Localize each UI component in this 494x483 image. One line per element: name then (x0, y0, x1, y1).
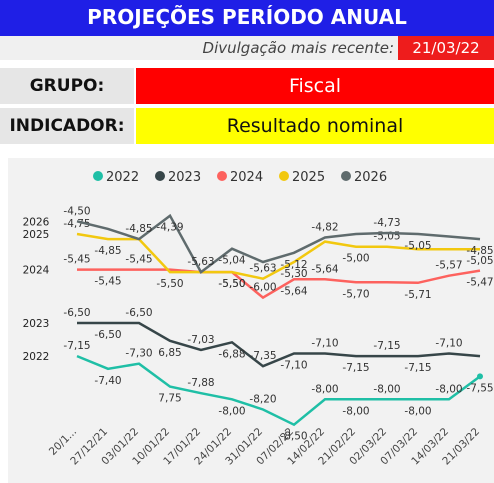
data-label: -4,73 (373, 217, 400, 229)
data-label: -8,00 (373, 383, 400, 395)
data-label: -5,70 (342, 288, 369, 300)
data-label: -5,50 (218, 278, 245, 290)
legend-marker (217, 171, 227, 181)
series-line (77, 268, 481, 300)
data-label: -5,05 (466, 255, 493, 267)
series-name-label: 2025 (23, 229, 50, 241)
indicator-label: INDICADOR: (0, 108, 134, 144)
data-label: -8,00 (311, 383, 338, 395)
data-label: -8,00 (404, 405, 431, 417)
group-label: GRUPO: (0, 68, 134, 104)
data-label: -7,30 (125, 348, 152, 360)
data-label: -4,85 (466, 245, 493, 257)
data-label: -5,47 (466, 277, 493, 289)
data-label: -7,03 (187, 334, 214, 346)
published-label: Divulgação mais recente: (202, 39, 394, 57)
data-label: -5,50 (218, 278, 245, 290)
data-label: -5,50 (156, 278, 183, 290)
data-label: -8,00 (342, 405, 369, 417)
group-value[interactable]: Fiscal (136, 68, 494, 104)
data-label: -5,45 (94, 276, 121, 288)
data-label: -8,00 (218, 405, 245, 417)
legend-label: 2022 (106, 170, 139, 185)
data-label: -4,85 (94, 245, 121, 257)
data-label: -4,82 (311, 222, 338, 234)
published-date: 21/03/22 (398, 36, 494, 60)
data-label: -7,88 (187, 377, 214, 389)
data-label: -5,00 (342, 253, 369, 265)
series-line (76, 213, 481, 274)
series-line (76, 232, 480, 281)
data-label: -5,45 (63, 254, 90, 266)
series-name-label: 2026 (23, 216, 50, 228)
data-label: -6,50 (94, 329, 121, 341)
series-name-label: 2022 (23, 351, 50, 363)
data-label: -8,50 (280, 431, 307, 443)
data-label: -5,05 (404, 240, 431, 252)
data-label: -6,50 (63, 307, 90, 319)
series-line (77, 321, 481, 368)
legend-marker (341, 171, 351, 181)
legend-label: 2024 (230, 170, 263, 185)
data-label: -7,35 (249, 350, 276, 362)
series-name-label: 2024 (23, 265, 50, 277)
data-label: -7,15 (373, 340, 400, 352)
series-line (76, 354, 481, 427)
data-label: -5,30 (280, 268, 307, 280)
publication-bar: Divulgação mais recente: 21/03/22 (0, 36, 494, 60)
data-label: -7,55 (466, 382, 493, 394)
data-label: -6,88 (218, 348, 245, 360)
data-label: -6,00 (249, 282, 276, 294)
data-label: -5,64 (280, 285, 307, 297)
data-label: -7,10 (311, 338, 338, 350)
data-label: -7,10 (280, 360, 307, 372)
data-label: -5,63 (249, 263, 276, 275)
data-label: -8,20 (249, 393, 276, 405)
legend-marker (155, 171, 165, 181)
data-label: -7,15 (342, 362, 369, 374)
data-label: -7,15 (63, 340, 90, 352)
legend-marker (279, 171, 289, 181)
data-label: -7,40 (94, 375, 121, 387)
end-marker (477, 373, 483, 380)
data-label: -5,12 (280, 259, 307, 271)
data-label: -5,45 (125, 254, 152, 266)
data-label: -5,71 (404, 289, 431, 301)
legend-marker (93, 171, 103, 181)
chart-background (8, 158, 494, 483)
series-name-label: 2023 (23, 318, 50, 330)
data-label: -4,75 (63, 218, 90, 230)
data-label: -5,63 (187, 256, 214, 268)
data-label: -7,10 (435, 338, 462, 350)
data-label: -5,64 (311, 263, 338, 275)
data-label: -7,15 (404, 362, 431, 374)
data-label: -4,39 (156, 222, 183, 234)
data-label: -6,50 (125, 307, 152, 319)
page-title: PROJEÇÕES PERÍODO ANUAL (0, 0, 494, 36)
data-label: -4,85 (125, 223, 152, 235)
legend-label: 2026 (354, 170, 387, 185)
data-label: -5,57 (435, 260, 462, 272)
data-label: -5,04 (218, 255, 245, 267)
data-label: -8,00 (435, 383, 462, 395)
indicator-value[interactable]: Resultado nominal (136, 108, 494, 144)
data-label: -4,50 (63, 205, 90, 217)
data-label: 6,85 (158, 347, 181, 359)
legend-label: 2023 (168, 170, 201, 185)
legend-label: 2025 (292, 170, 325, 185)
data-label: 7,75 (158, 393, 181, 405)
